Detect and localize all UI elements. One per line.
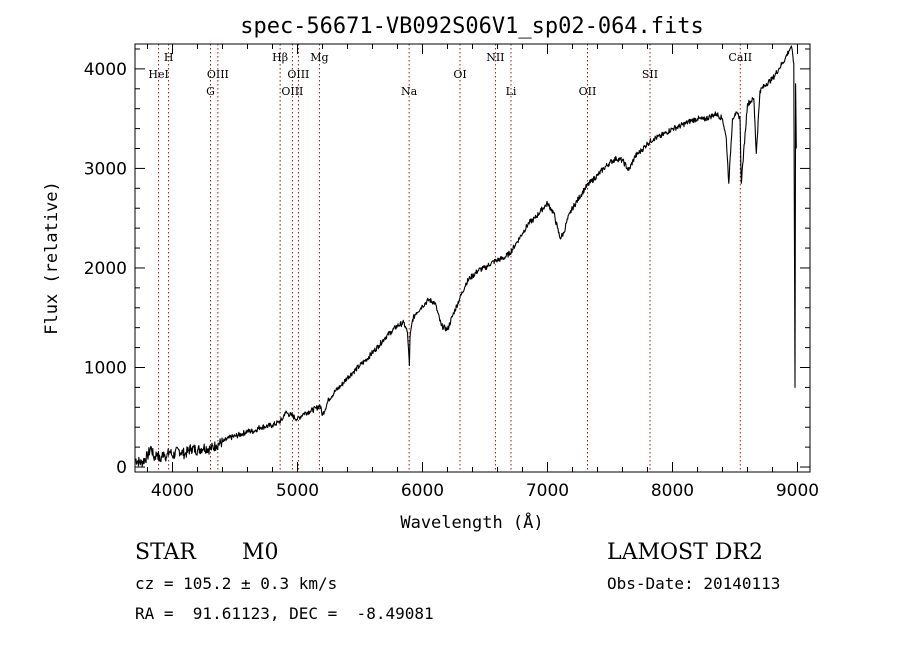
plot-frame: [134, 43, 811, 473]
spectral-line-label: OI: [453, 68, 466, 81]
y-tick-label: 1000: [84, 358, 127, 378]
spectral-line-label: HeI: [148, 68, 168, 81]
redshift-value: cz = 105.2 ± 0.3 km/s: [135, 574, 338, 593]
y-tick-label: 4000: [84, 60, 127, 80]
x-axis: 4000 5000 6000 7000 8000 9000: [147, 44, 819, 501]
y-axis-label: Flux (relative): [42, 181, 62, 335]
spectral-line-label: Hβ: [272, 51, 288, 64]
spectral-line-label: OIII: [287, 68, 309, 81]
object-class: STAR: [135, 540, 196, 565]
spectral-line-label: Mg: [310, 51, 328, 64]
x-tick-label: 5000: [276, 481, 319, 501]
y-tick-label: 3000: [84, 159, 127, 179]
spectral-line-label: OIII: [207, 68, 229, 81]
survey-name: LAMOST DR2: [607, 540, 763, 565]
x-tick-label: 7000: [526, 481, 569, 501]
y-tick-label: 0: [116, 458, 127, 478]
observation-date: Obs-Date: 20140113: [607, 574, 781, 593]
object-subclass: M0: [242, 540, 279, 565]
spectral-line-label: CaII: [728, 51, 752, 64]
y-axis: 0 1000 2000 3000 4000: [84, 48, 810, 478]
spectral-line-label: G: [206, 85, 215, 98]
x-tick-label: 6000: [401, 481, 444, 501]
x-tick-label: 8000: [651, 481, 694, 501]
x-tick-label: 9000: [776, 481, 819, 501]
y-tick-label: 2000: [84, 259, 127, 279]
chart-title: spec-56671-VB092S06V1_sp02-064.fits: [240, 14, 704, 39]
spectral-line-label: H: [164, 51, 174, 64]
spectral-line-label: OII: [579, 85, 597, 98]
spectral-line-label: Li: [506, 85, 517, 98]
spectral-line-label: Na: [401, 85, 418, 98]
spectral-line-label: NII: [486, 51, 504, 64]
coordinates: RA = 91.61123, DEC = -8.49081: [135, 604, 434, 623]
x-axis-label: Wavelength (Å): [400, 511, 543, 533]
x-tick-label: 4000: [151, 481, 194, 501]
spectral-line-label: OIII: [281, 85, 303, 98]
spectral-line-label: SII: [642, 68, 658, 81]
spectrum-line: [134, 45, 797, 468]
